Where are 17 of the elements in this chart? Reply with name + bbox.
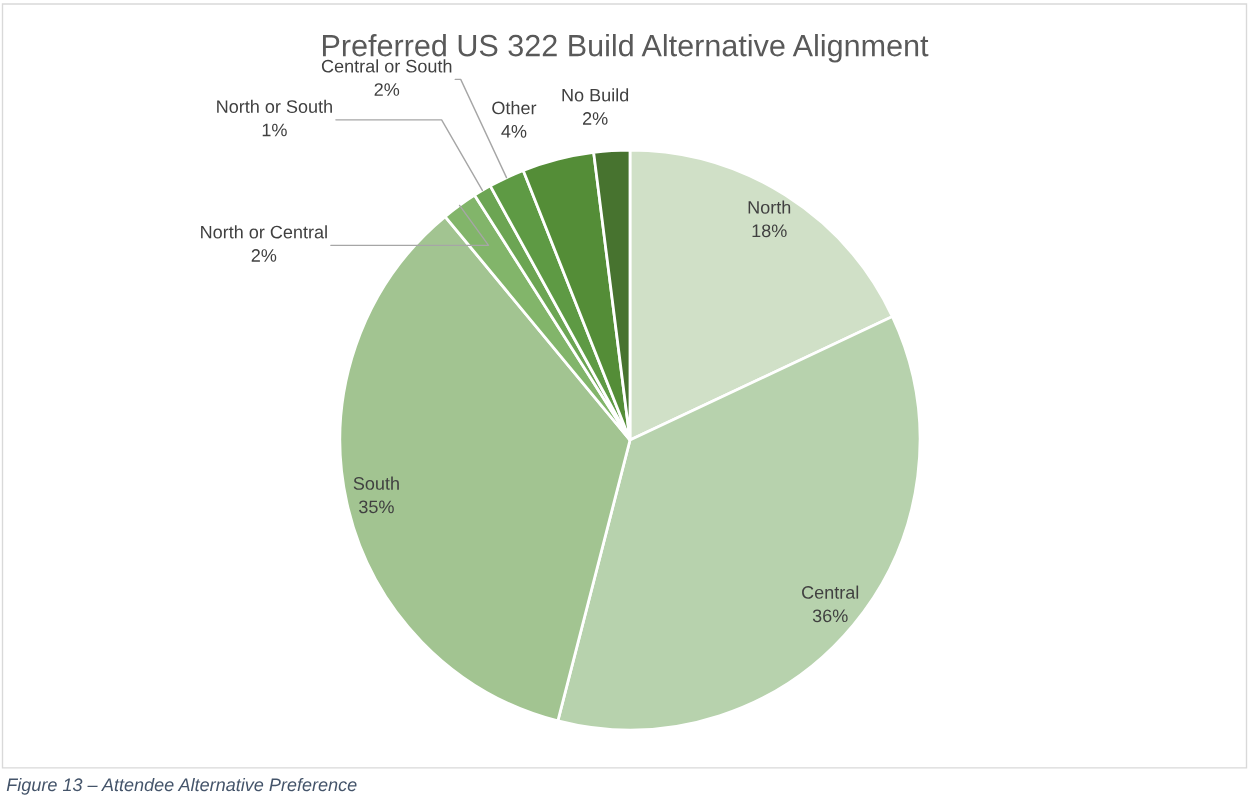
slice-label: Other — [492, 101, 537, 115]
data-label: 18% — [752, 224, 787, 238]
caption: Figure 13 – Attendee Alternative Preference — [6, 777, 357, 795]
data-label: 36% — [812, 609, 848, 623]
slice-label: Central or South — [321, 59, 452, 73]
data-label: 4% — [501, 125, 527, 138]
slice-label: North or South — [217, 99, 332, 114]
slice-label: North or Central — [201, 225, 327, 239]
data-label: 2% — [251, 249, 277, 262]
data-label: 1% — [262, 123, 287, 137]
data-label: 2% — [583, 112, 608, 125]
data-label: 35% — [359, 500, 394, 514]
slice-label: Central — [802, 585, 859, 599]
data-label: 2% — [374, 83, 400, 96]
slice-label: No Build — [562, 88, 629, 102]
slice-label: South — [353, 476, 399, 490]
slice-label: North — [748, 200, 791, 214]
